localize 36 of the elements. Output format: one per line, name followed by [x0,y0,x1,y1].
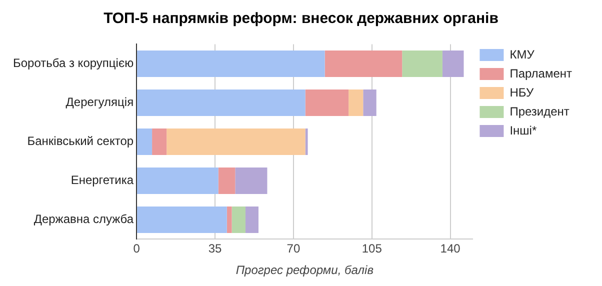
bar [348,89,364,116]
y-tick-label: Дерегуляція [66,95,134,110]
x-tick-label: 140 [440,242,461,256]
bar [363,89,376,116]
x-tick-label: 105 [362,242,382,256]
legend-label: Інші* [510,123,537,138]
y-tick-label: Боротьба з корупцією [12,56,134,70]
x-tick-label: 0 [133,242,140,256]
bar [305,128,308,155]
legend-label: КМУ [510,47,535,62]
bar [137,167,218,194]
bar [166,128,306,155]
bar [137,89,306,116]
bar [442,50,464,77]
bar [324,50,402,77]
x-tick-label: 70 [286,242,300,256]
bar [137,50,325,77]
legend-label: НБУ [510,85,534,100]
chart-title: ТОП-5 напрямків реформ: внесок державних органів [102,9,500,29]
bar [137,128,152,155]
bar [226,206,232,233]
legend-label: Президент [510,104,570,118]
y-tick-label: Банківський сектор [27,134,134,148]
bar [235,167,268,194]
bar [305,89,349,116]
bar [218,167,236,194]
x-axis-title: Прогрес реформи, балів [236,263,374,278]
bar [245,206,258,233]
bar [402,50,442,77]
y-tick-label: Енергетика [70,173,134,188]
x-tick-label: 35 [208,242,222,256]
bar [137,206,227,233]
bar [232,206,246,233]
y-tick-label: Державна служба [34,212,134,226]
legend-label: Парламент [510,66,573,80]
bar [152,128,167,155]
